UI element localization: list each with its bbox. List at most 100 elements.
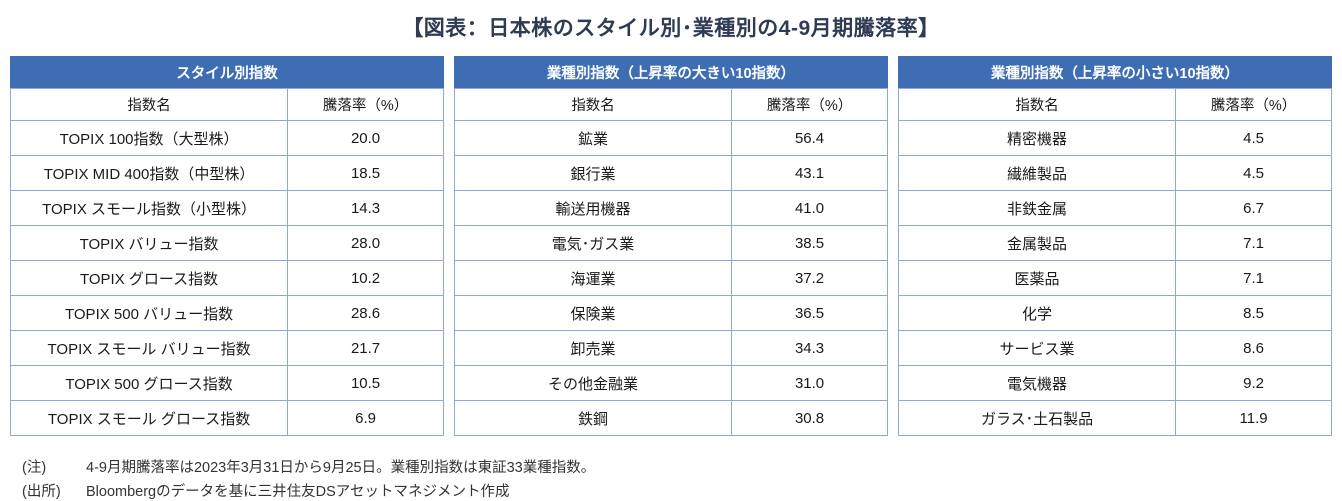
return-value-cell: 43.1 [731, 155, 888, 191]
index-name-cell: 精密機器 [897, 120, 1177, 156]
table-row: TOPIX スモール グロース指数 6.9 [9, 400, 444, 436]
table-row: 電気･ガス業 38.5 [453, 225, 888, 261]
index-name-cell: TOPIX バリュー指数 [9, 225, 289, 261]
return-value-cell: 8.5 [1175, 295, 1332, 331]
return-value-cell: 28.6 [287, 295, 444, 331]
index-name-cell: 電気･ガス業 [453, 225, 733, 261]
note-line: (注) 4-9月期騰落率は2023年3月31日から9月25日。業種別指数は東証3… [22, 456, 1332, 477]
index-name-cell: TOPIX MID 400指数（中型株） [9, 155, 289, 191]
index-name-cell: 保険業 [453, 295, 733, 331]
index-name-cell: ガラス･土石製品 [897, 400, 1177, 436]
tables-row: スタイル別指数 指数名 騰落率（%） TOPIX 100指数（大型株） 20.0 TOPI… [9, 56, 1332, 436]
table-title: 業種別指数（上昇率の大きい10指数） [454, 56, 888, 88]
header-row: 指数名 騰落率（%） [897, 88, 1332, 121]
table-2: 業種別指数（上昇率の大きい10指数） 指数名 騰落率（%） 鉱業 56.4 銀行業 43.1… [453, 56, 888, 436]
table-row: 鉄鋼 30.8 [453, 400, 888, 436]
data-table: 指数名 騰落率（%） 精密機器 4.5 繊維製品 4.5 非鉄金属 6.7 金属製品 7.1 医薬品… [897, 88, 1332, 436]
return-value-cell: 34.3 [731, 330, 888, 366]
table-row: ガラス･土石製品 11.9 [897, 400, 1332, 436]
index-name-cell: 非鉄金属 [897, 190, 1177, 226]
table-row: TOPIX スモール バリュー指数 21.7 [9, 330, 444, 366]
table-row: 鉱業 56.4 [453, 120, 888, 156]
return-value-cell: 4.5 [1175, 155, 1332, 191]
return-value-cell: 18.5 [287, 155, 444, 191]
return-value-cell: 4.5 [1175, 120, 1332, 156]
column-header-index-name: 指数名 [897, 88, 1177, 121]
index-name-cell: TOPIX 500 バリュー指数 [9, 295, 289, 331]
table-row: 電気機器 9.2 [897, 365, 1332, 401]
footnotes: (注) 4-9月期騰落率は2023年3月31日から9月25日。業種別指数は東証3… [10, 456, 1332, 501]
table-row: 卸売業 34.3 [453, 330, 888, 366]
table-row: 金属製品 7.1 [897, 225, 1332, 261]
index-name-cell: 化学 [897, 295, 1177, 331]
return-value-cell: 9.2 [1175, 365, 1332, 401]
table-row: 輸送用機器 41.0 [453, 190, 888, 226]
source-line: (出所) Bloombergのデータを基に三井住友DSアセットマネジメント作成 [22, 480, 1332, 501]
table-row: TOPIX グロース指数 10.2 [9, 260, 444, 296]
table-title: スタイル別指数 [10, 56, 444, 88]
table-row: 精密機器 4.5 [897, 120, 1332, 156]
table-row: その他金融業 31.0 [453, 365, 888, 401]
index-name-cell: TOPIX 100指数（大型株） [9, 120, 289, 156]
return-value-cell: 14.3 [287, 190, 444, 226]
index-name-cell: 鉱業 [453, 120, 733, 156]
index-name-cell: 海運業 [453, 260, 733, 296]
index-name-cell: TOPIX スモール指数（小型株） [9, 190, 289, 226]
table-row: TOPIX 500 バリュー指数 28.6 [9, 295, 444, 331]
return-value-cell: 28.0 [287, 225, 444, 261]
return-value-cell: 8.6 [1175, 330, 1332, 366]
source-label: (出所) [22, 484, 61, 500]
note-text: 4-9月期騰落率は2023年3月31日から9月25日。業種別指数は東証33業種指… [86, 460, 596, 476]
table-1: スタイル別指数 指数名 騰落率（%） TOPIX 100指数（大型株） 20.0 TOPI… [9, 56, 444, 436]
table-row: 非鉄金属 6.7 [897, 190, 1332, 226]
table-row: サービス業 8.6 [897, 330, 1332, 366]
header-row: 指数名 騰落率（%） [9, 88, 444, 121]
index-name-cell: 繊維製品 [897, 155, 1177, 191]
table-row: TOPIX 100指数（大型株） 20.0 [9, 120, 444, 156]
return-value-cell: 56.4 [731, 120, 888, 156]
table-title: 業種別指数（上昇率の小さい10指数） [898, 56, 1332, 88]
index-name-cell: 卸売業 [453, 330, 733, 366]
table-row: 化学 8.5 [897, 295, 1332, 331]
return-value-cell: 21.7 [287, 330, 444, 366]
data-table: 指数名 騰落率（%） 鉱業 56.4 銀行業 43.1 輸送用機器 41.0 電気･ガス業 38.… [453, 88, 888, 436]
column-header-return: 騰落率（%） [1175, 88, 1332, 121]
return-value-cell: 41.0 [731, 190, 888, 226]
return-value-cell: 10.5 [287, 365, 444, 401]
column-header-index-name: 指数名 [453, 88, 733, 121]
header-row: 指数名 騰落率（%） [453, 88, 888, 121]
index-name-cell: TOPIX スモール バリュー指数 [9, 330, 289, 366]
return-value-cell: 36.5 [731, 295, 888, 331]
table-row: TOPIX MID 400指数（中型株） 18.5 [9, 155, 444, 191]
return-value-cell: 6.7 [1175, 190, 1332, 226]
table-row: TOPIX 500 グロース指数 10.5 [9, 365, 444, 401]
return-value-cell: 20.0 [287, 120, 444, 156]
index-name-cell: 医薬品 [897, 260, 1177, 296]
return-value-cell: 31.0 [731, 365, 888, 401]
column-header-index-name: 指数名 [9, 88, 289, 121]
table-row: 医薬品 7.1 [897, 260, 1332, 296]
note-label: (注) [22, 460, 47, 476]
column-header-return: 騰落率（%） [287, 88, 444, 121]
return-value-cell: 7.1 [1175, 260, 1332, 296]
table-row: TOPIX スモール指数（小型株） 14.3 [9, 190, 444, 226]
table-3: 業種別指数（上昇率の小さい10指数） 指数名 騰落率（%） 精密機器 4.5 繊維製品 4.… [897, 56, 1332, 436]
index-name-cell: 輸送用機器 [453, 190, 733, 226]
index-name-cell: TOPIX 500 グロース指数 [9, 365, 289, 401]
index-name-cell: 鉄鋼 [453, 400, 733, 436]
return-value-cell: 30.8 [731, 400, 888, 436]
data-table: 指数名 騰落率（%） TOPIX 100指数（大型株） 20.0 TOPIX MID 4… [9, 88, 444, 436]
return-value-cell: 10.2 [287, 260, 444, 296]
table-row: 海運業 37.2 [453, 260, 888, 296]
return-value-cell: 37.2 [731, 260, 888, 296]
source-text: Bloombergのデータを基に三井住友DSアセットマネジメント作成 [86, 484, 510, 500]
table-row: TOPIX バリュー指数 28.0 [9, 225, 444, 261]
column-header-return: 騰落率（%） [731, 88, 888, 121]
table-row: 繊維製品 4.5 [897, 155, 1332, 191]
index-name-cell: その他金融業 [453, 365, 733, 401]
table-row: 保険業 36.5 [453, 295, 888, 331]
return-value-cell: 38.5 [731, 225, 888, 261]
figure-title: 【図表：日本株のスタイル別･業種別の4-9月期騰落率】 [402, 17, 940, 40]
index-name-cell: TOPIX スモール グロース指数 [9, 400, 289, 436]
